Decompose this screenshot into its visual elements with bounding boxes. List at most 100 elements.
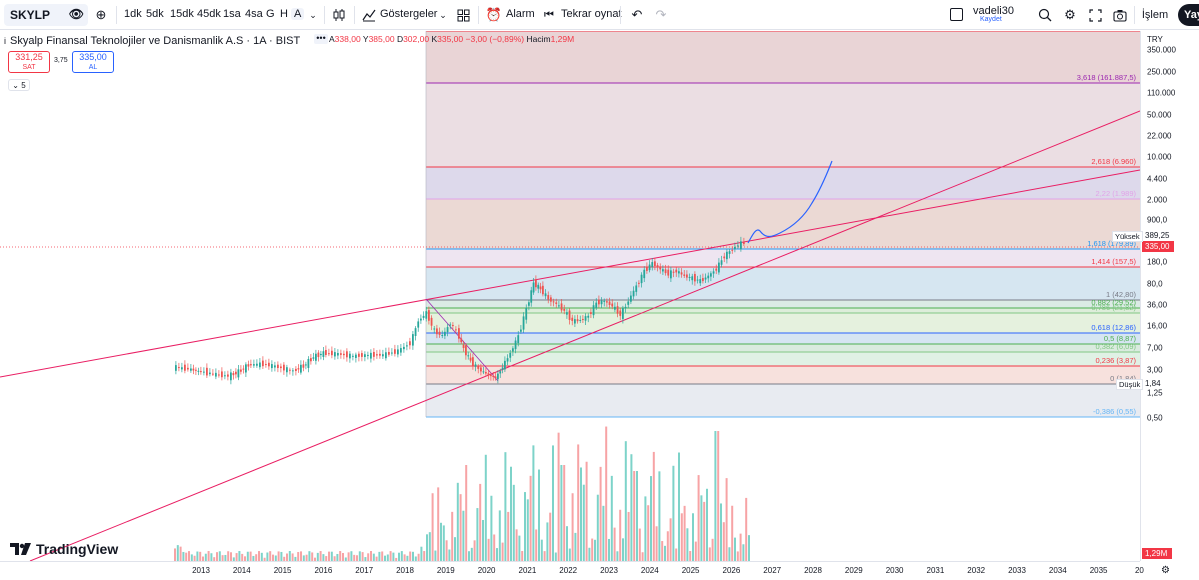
alarm-button[interactable]: Alarm [506,8,535,20]
settings-icon[interactable]: ⚙ [1161,565,1170,576]
timeframe-1dk[interactable]: 1dk [124,8,142,20]
replay-icon[interactable]: ⏮ [544,8,554,21]
close-value: 335,00 [437,34,464,44]
volume-bar [580,467,582,561]
timeframe-h[interactable]: H [280,8,288,20]
symbol-search[interactable]: SKYLP 👁 [4,4,88,26]
volume-bar [655,526,658,561]
save-label[interactable]: Kaydet [980,16,1002,23]
tradingview-mark-icon [10,543,31,555]
sell-button[interactable]: 331,25 SAT [8,51,50,73]
indicators-button[interactable]: Göstergeler [380,8,438,20]
candle-body [547,295,550,300]
timeframe-g[interactable]: G [266,8,275,20]
candle-body [702,278,704,282]
candle-body [465,345,467,356]
high-key: Y [362,34,369,44]
candle-body [579,320,582,322]
volume-bar [174,548,176,561]
currency-label[interactable]: TRY [1147,35,1163,44]
divider [1134,6,1135,24]
timeframe-a[interactable]: A [291,8,305,20]
volume-bar [560,465,563,561]
info-icon[interactable]: i [4,36,6,46]
trade-button[interactable]: İşlem [1141,9,1169,21]
chevron-down-icon[interactable]: ⌄ [439,9,447,20]
sell-label: SAT [22,64,36,71]
volume-bar [414,556,417,561]
timeframe-4sa[interactable]: 4sa [245,8,263,20]
chevron-down-icon[interactable]: ⌄ [309,9,317,20]
layout-checkbox[interactable] [950,8,963,21]
volume-bar [232,557,235,561]
timeframe-1sa[interactable]: 1sa [223,8,241,20]
divider [478,6,479,24]
indicators-icon[interactable] [360,6,378,24]
timeframe-45dk[interactable]: 45dk [197,8,221,20]
candle-body [462,344,465,348]
candle-body [477,366,480,369]
search-zoom-icon[interactable] [1036,6,1054,24]
price-axis[interactable]: TRY 350.000 250.000 110.000 50.000 22.000 10.… [1140,31,1199,561]
chart-canvas[interactable] [0,31,1140,561]
candle-body [616,306,619,314]
candle-body [187,367,189,370]
camera-icon[interactable] [1111,6,1129,24]
candle-body [361,353,363,357]
publish-button[interactable]: Yay [1178,4,1199,26]
candle-body [622,307,624,319]
alarm-icon[interactable]: ⏰ [485,7,503,22]
symbol-title[interactable]: Skyalp Finansal Teknolojiler ve Danisman… [10,35,301,47]
indicators-collapse[interactable]: ⌄ 5 [8,79,30,91]
more-icon[interactable]: ••• [314,34,328,44]
candle-body [482,371,485,373]
candle-body [420,318,422,321]
fib-level-label: 3,618 (161.887,5) [1076,73,1136,82]
fib-zone [426,300,1140,308]
fullscreen-icon[interactable] [1086,6,1104,24]
replay-button[interactable]: Tekrar oynat [561,8,622,20]
candle-body [728,251,731,254]
redo-icon[interactable]: ↷ [655,7,667,22]
candle-body [731,249,734,251]
chart-pane[interactable]: 3,618 (161.887,5) 2,618 (6.960) 2,22 (1.98… [0,31,1140,561]
volume-bar [686,528,689,561]
candle-body [694,273,696,282]
price-tick: 0,50 [1147,413,1163,423]
candle-body [242,368,245,370]
candle-body [175,365,177,371]
volume-bar [613,527,616,561]
candle-body [312,357,315,359]
candle-body [512,348,514,352]
volume-bar [260,552,263,561]
high-tag: Yüksek [1112,231,1143,242]
volume-bar [350,551,353,561]
candle-body [414,328,417,336]
buy-label: AL [88,64,98,71]
volume-bar [218,551,221,561]
volume-bar [594,539,596,561]
volume-bar [540,539,543,561]
undo-icon[interactable]: ↶ [631,7,643,22]
timeframe-5dk[interactable]: 5dk [146,8,164,20]
time-tick: 2027 [763,566,782,575]
price-tick: 36,00 [1147,300,1168,310]
time-tick: 2028 [804,566,822,575]
volume-bar [602,505,605,561]
tradingview-logo[interactable]: TradingView [10,541,118,557]
buy-button[interactable]: 335,00 AL [72,51,114,73]
candle-body [315,353,317,361]
trendline-upper [0,169,1140,378]
layout-name[interactable]: vadeli30 [973,5,1014,17]
candle-type-icon[interactable] [330,6,348,24]
add-symbol-icon[interactable]: ⊕ [95,7,107,22]
timeframe-15dk[interactable]: 15dk [170,8,194,20]
layout-grid-icon[interactable] [454,6,472,24]
candle-body [425,311,428,319]
time-tick: 2034 [1048,566,1067,575]
eye-icon[interactable]: 👁 [68,7,84,21]
settings-icon[interactable]: ⚙ [1064,7,1076,22]
time-axis[interactable]: 2013 2014 2015 2016 2017 2018 2019 2020 2021 2022… [0,561,1144,580]
candle-body [638,282,640,284]
fib-level-label: 1,618 (179,89) [1087,239,1136,248]
